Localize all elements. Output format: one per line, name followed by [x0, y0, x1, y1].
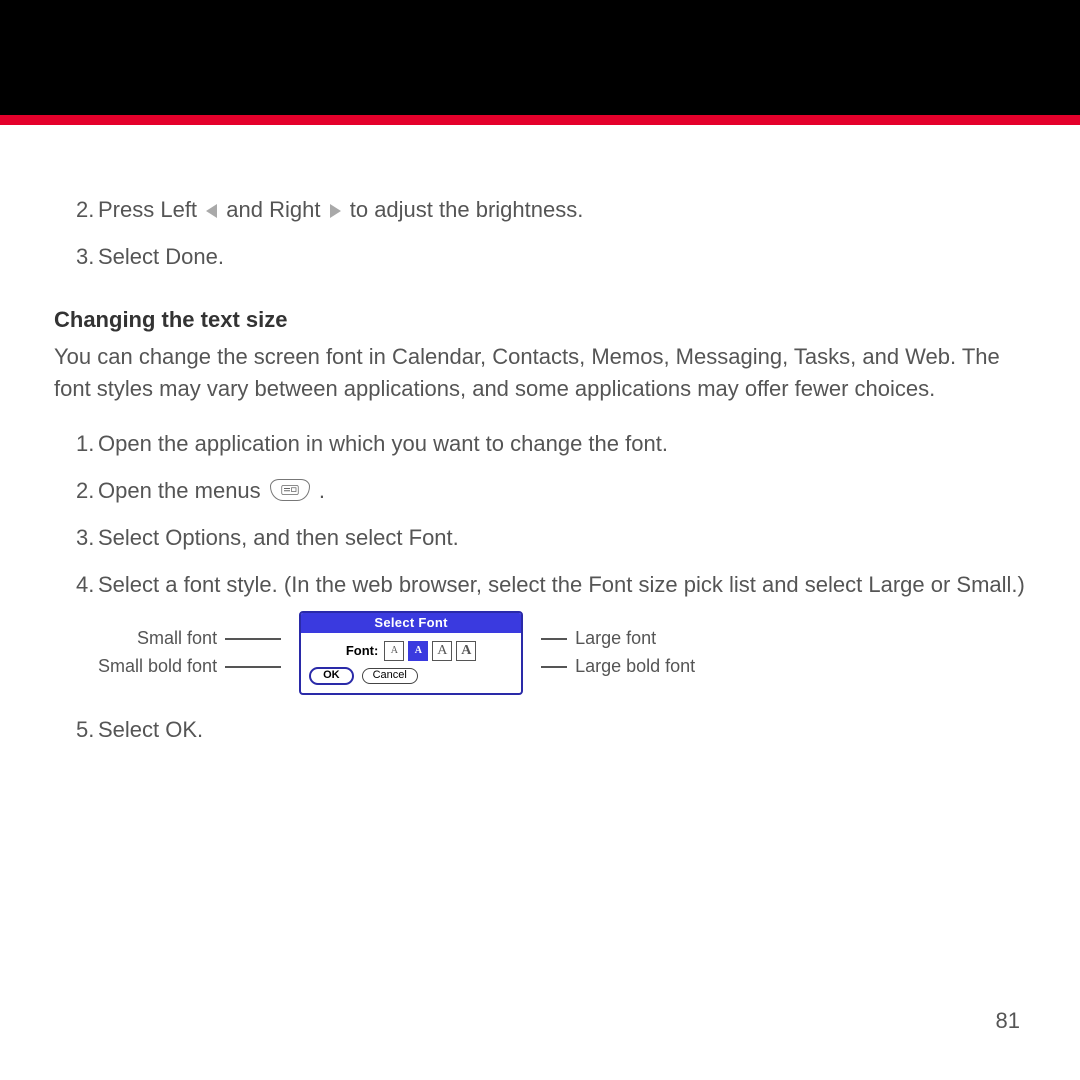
- header-black-bar: [0, 0, 1080, 115]
- step-number: 5.: [54, 713, 98, 746]
- callouts-left: Small font Small bold font: [98, 625, 281, 681]
- leader-line: [541, 666, 567, 668]
- text-fragment: Press Left: [98, 197, 197, 222]
- right-arrow-icon: [330, 204, 341, 218]
- text-fragment: and Right: [226, 197, 320, 222]
- step-text: Select Options, and then select Font.: [98, 521, 1026, 554]
- step-number: 3.: [54, 521, 98, 554]
- callout-small-font: Small font: [137, 628, 217, 649]
- step-4: 4. Select a font style. (In the web brow…: [54, 568, 1026, 601]
- prior-step-2: 2. Press Left and Right to adjust the br…: [54, 193, 1026, 226]
- prior-step-3: 3. Select Done.: [54, 240, 1026, 273]
- leader-line: [541, 638, 567, 640]
- font-label: Font:: [346, 643, 378, 658]
- step-3: 3. Select Options, and then select Font.: [54, 521, 1026, 554]
- step-text: Open the application in which you want t…: [98, 427, 1026, 460]
- step-text: Press Left and Right to adjust the brigh…: [98, 193, 1026, 226]
- leader-line: [225, 666, 281, 668]
- step-number: 1.: [54, 427, 98, 460]
- text-fragment: Open the menus: [98, 478, 261, 503]
- header-red-bar: [0, 115, 1080, 125]
- text-fragment: to adjust the brightness.: [350, 197, 584, 222]
- section-heading: Changing the text size: [54, 307, 1026, 333]
- callout-large-font: Large font: [575, 628, 656, 649]
- font-option-large[interactable]: A: [432, 641, 452, 661]
- font-option-small[interactable]: A: [384, 641, 404, 661]
- left-arrow-icon: [206, 204, 217, 218]
- font-option-small-bold[interactable]: A: [408, 641, 428, 661]
- ok-button[interactable]: OK: [309, 667, 354, 685]
- step-text: Select a font style. (In the web browser…: [98, 568, 1026, 601]
- step-number: 3.: [54, 240, 98, 273]
- font-option-row: Font: A A A A: [309, 641, 513, 661]
- cancel-button[interactable]: Cancel: [362, 668, 418, 684]
- step-number: 2.: [54, 193, 98, 226]
- step-text: Open the menus .: [98, 474, 1026, 507]
- step-text: Select OK.: [98, 713, 1026, 746]
- step-number: 2.: [54, 474, 98, 507]
- step-5: 5. Select OK.: [54, 713, 1026, 746]
- section-intro: You can change the screen font in Calend…: [54, 341, 1026, 405]
- page-content: 2. Press Left and Right to adjust the br…: [0, 125, 1080, 746]
- select-font-diagram: Small font Small bold font Select Font F…: [98, 611, 1026, 695]
- step-text: Select Done.: [98, 240, 1026, 273]
- step-1: 1. Open the application in which you wan…: [54, 427, 1026, 460]
- callout-large-bold-font: Large bold font: [575, 656, 695, 677]
- dialog-title: Select Font: [301, 613, 521, 633]
- callout-small-bold-font: Small bold font: [98, 656, 217, 677]
- dialog-body: Font: A A A A: [301, 633, 521, 667]
- font-option-large-bold[interactable]: A: [456, 641, 476, 661]
- text-fragment: .: [319, 478, 325, 503]
- step-2: 2. Open the menus .: [54, 474, 1026, 507]
- step-number: 4.: [54, 568, 98, 601]
- page-number: 81: [996, 1008, 1020, 1034]
- leader-line: [225, 638, 281, 640]
- menu-key-icon: [270, 479, 310, 501]
- select-font-dialog: Select Font Font: A A A A OK Cancel: [299, 611, 523, 695]
- callouts-right: Large font Large bold font: [541, 625, 695, 681]
- dialog-buttons: OK Cancel: [301, 667, 521, 693]
